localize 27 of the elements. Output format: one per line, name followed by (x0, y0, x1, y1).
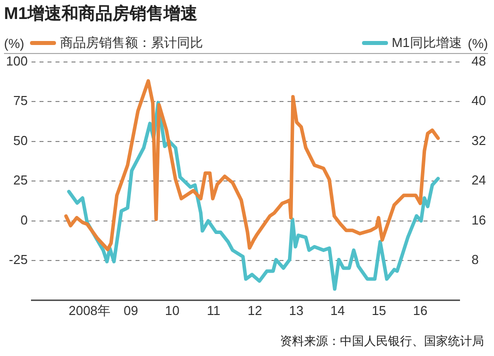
x-tick-label: 15 (372, 302, 386, 318)
legend-label: 商品房销售额：累计同比 (60, 34, 204, 52)
x-tick-label: 12 (248, 302, 262, 318)
y-tick-label: 0 (20, 212, 28, 228)
y2-tick-label: 16 (472, 212, 486, 228)
y2-tick-label: 8 (472, 252, 479, 268)
x-tick-label: 14 (330, 302, 345, 318)
y-tick-label: 100 (6, 53, 28, 68)
y-axis-title: (%) (4, 36, 24, 50)
x-tick-label: 11 (206, 302, 220, 318)
x-tick-label: 2008年 (68, 302, 111, 318)
y-tick-label: -25 (8, 252, 28, 268)
y2-tick-label: 32 (472, 132, 486, 148)
legend-label: M1同比增速 (392, 34, 462, 52)
y-tick-label: 75 (13, 93, 28, 108)
x-tick-label: 09 (124, 302, 138, 318)
y2-tick-label: 24 (472, 172, 486, 188)
y-tick-label: 50 (13, 132, 28, 148)
chart-title: M1增速和商品房销售增速 (4, 3, 198, 25)
y2-tick-label: 48 (472, 53, 486, 68)
y2-axis-title: (%) (468, 36, 488, 50)
y2-tick-label: 40 (472, 93, 486, 108)
y-tick-label: 25 (13, 172, 28, 188)
x-tick-label: 16 (413, 302, 428, 318)
x-tick-label: 10 (165, 302, 180, 318)
x-tick-label: 13 (289, 302, 304, 318)
text: 资料来源：中国人民银行、国家统计局 (280, 333, 484, 350)
